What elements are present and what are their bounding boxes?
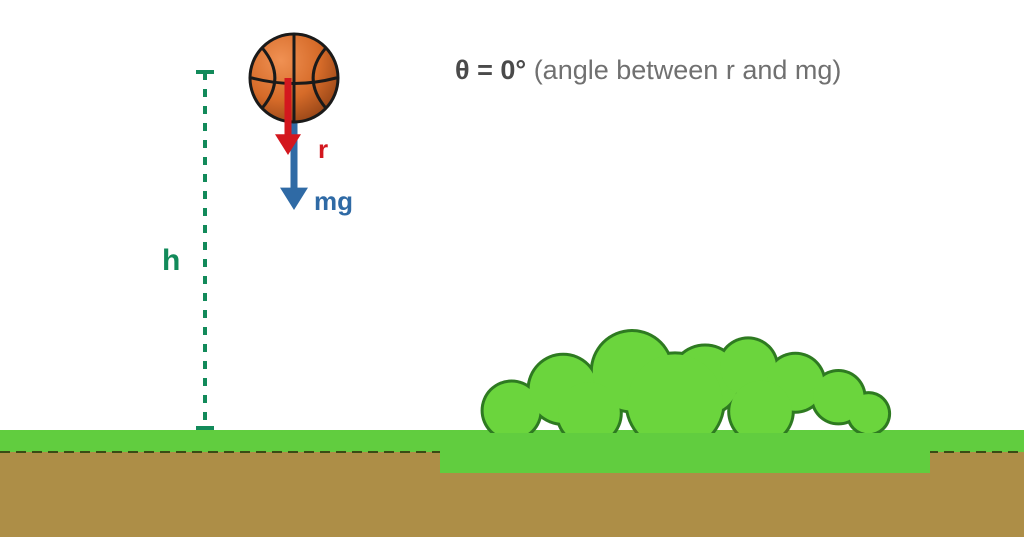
r-label: r [318, 134, 328, 165]
mg-label: mg [314, 186, 353, 217]
angle-value: θ = 0° [455, 55, 526, 85]
diagram-stage: h r mg θ = 0° (angle between r and mg) [0, 0, 1024, 537]
angle-annotation: θ = 0° (angle between r and mg) [455, 55, 841, 86]
r-vector [275, 78, 301, 155]
angle-description: (angle between r and mg) [526, 55, 841, 85]
